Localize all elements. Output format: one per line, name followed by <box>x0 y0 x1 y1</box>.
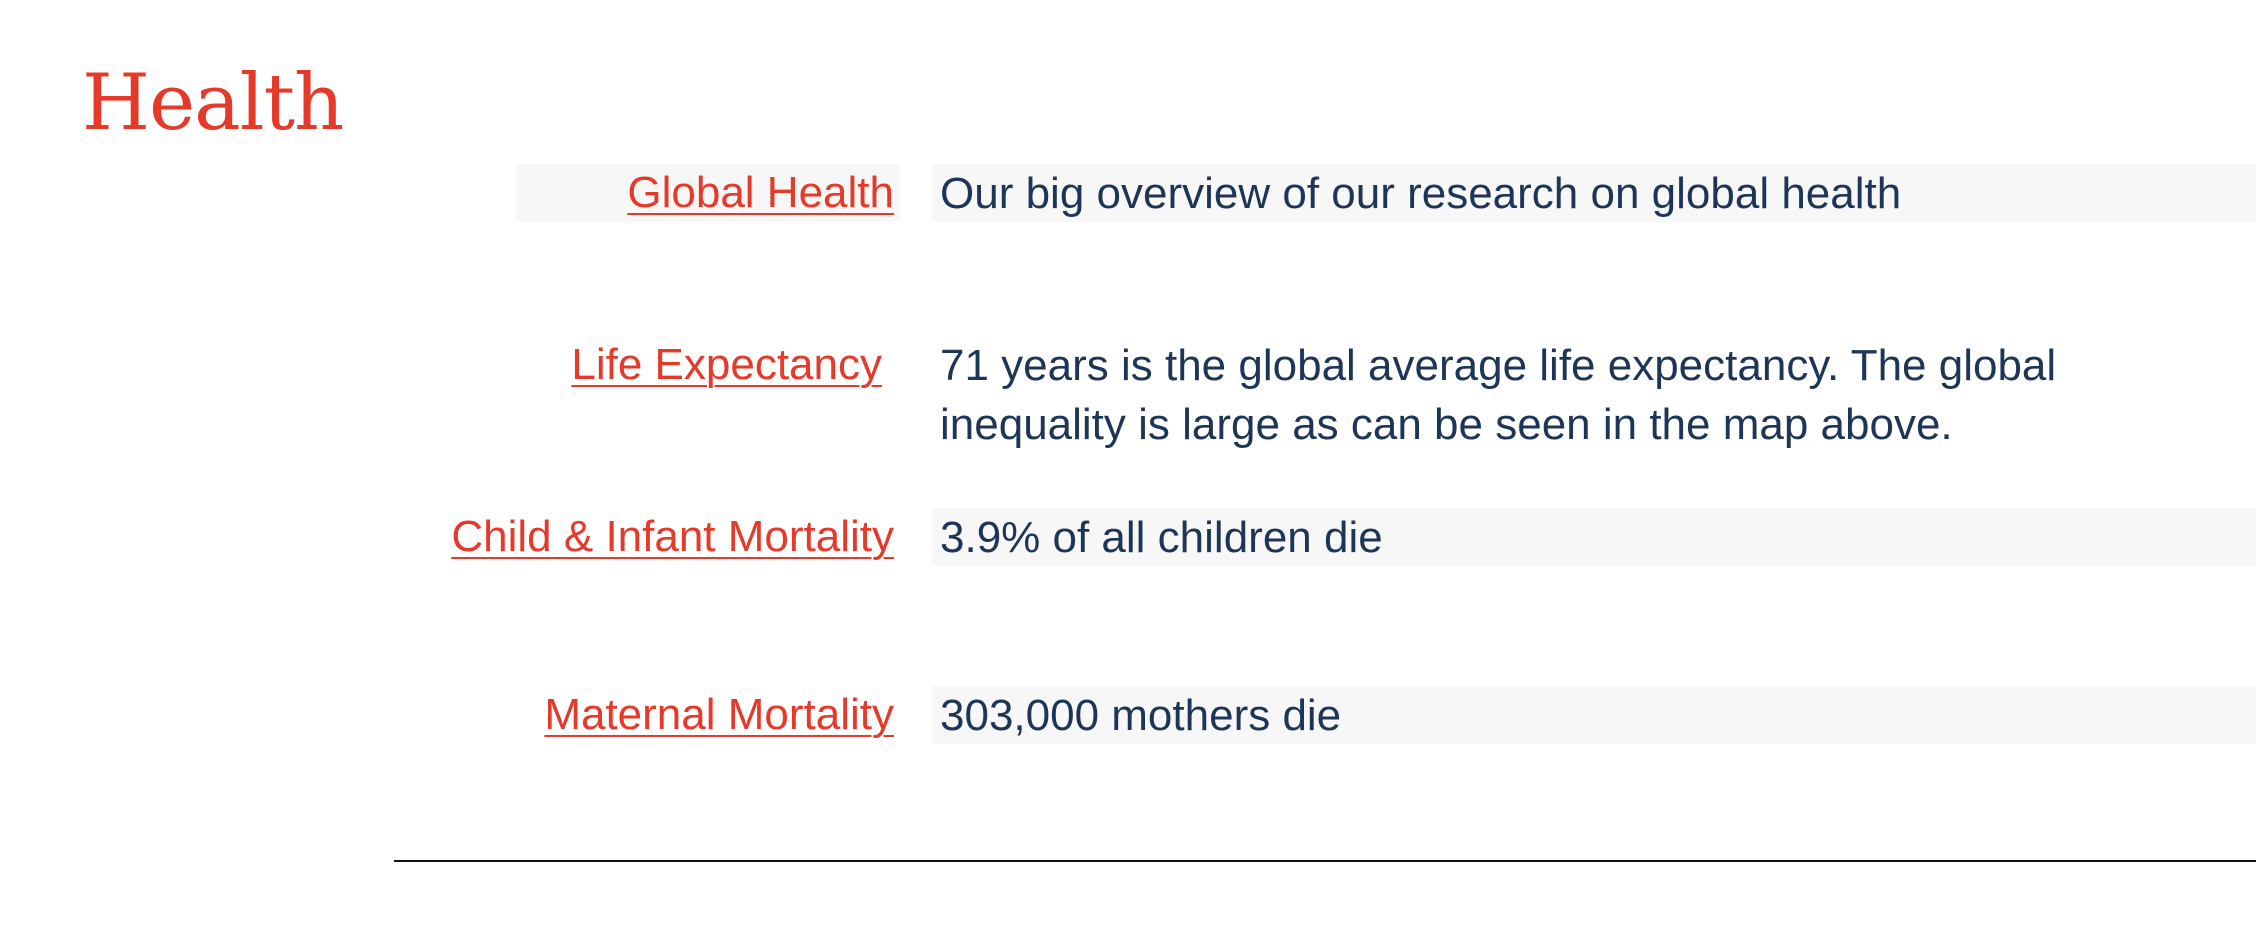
row-description-shade <box>932 508 2256 566</box>
life-expectancy-description: 71 years is the global average life expe… <box>940 341 2057 449</box>
section-title: Health <box>82 58 344 148</box>
global-health-link[interactable]: Global Health <box>627 168 894 217</box>
section-divider <box>394 860 2256 862</box>
row-label-shade <box>516 164 900 222</box>
row-description-shade <box>932 164 2256 222</box>
life-expectancy-link[interactable]: Life Expectancy <box>571 340 882 389</box>
maternal-mortality-description: 303,000 mothers die <box>940 691 1342 740</box>
maternal-mortality-link[interactable]: Maternal Mortality <box>544 690 894 739</box>
row-description-shade <box>932 686 2256 744</box>
child-infant-mortality-description: 3.9% of all children die <box>940 513 1383 562</box>
child-infant-mortality-link[interactable]: Child & Infant Mortality <box>451 512 894 561</box>
global-health-description: Our big overview of our research on glob… <box>940 169 1902 218</box>
